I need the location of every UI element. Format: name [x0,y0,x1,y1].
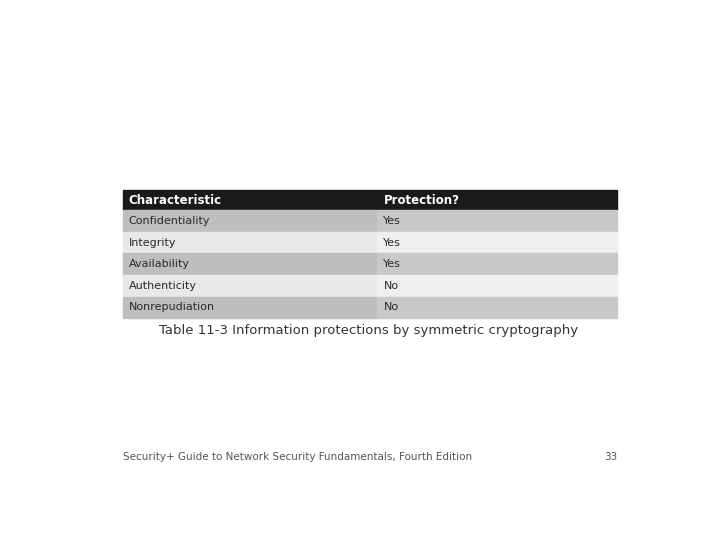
Bar [377,211,617,232]
Text: Availability: Availability [129,259,190,269]
Text: Security+ Guide to Network Security Fundamentals, Fourth Edition: Security+ Guide to Network Security Fund… [122,453,472,462]
Text: Yes: Yes [383,216,401,226]
Bar [122,190,377,210]
Text: Yes: Yes [383,259,401,269]
Text: Characteristic: Characteristic [129,194,222,207]
Bar [122,253,377,275]
Text: Yes: Yes [383,238,401,248]
Bar [377,253,617,275]
Bar [122,232,377,253]
Text: Nonrepudiation: Nonrepudiation [129,302,215,312]
Text: Protection?: Protection? [383,194,459,207]
Text: Confidentiality: Confidentiality [129,216,210,226]
Bar [377,296,617,318]
Bar [122,296,377,318]
Bar [377,275,617,296]
Text: Table 11-3 Information protections by symmetric cryptography: Table 11-3 Information protections by sy… [159,324,579,337]
Bar [122,275,377,296]
Text: No: No [383,281,398,291]
Text: No: No [383,302,398,312]
Bar [377,232,617,253]
Bar [122,211,377,232]
Text: Authenticity: Authenticity [129,281,197,291]
Text: 33: 33 [604,453,617,462]
Text: Integrity: Integrity [129,238,176,248]
Bar [377,190,617,210]
